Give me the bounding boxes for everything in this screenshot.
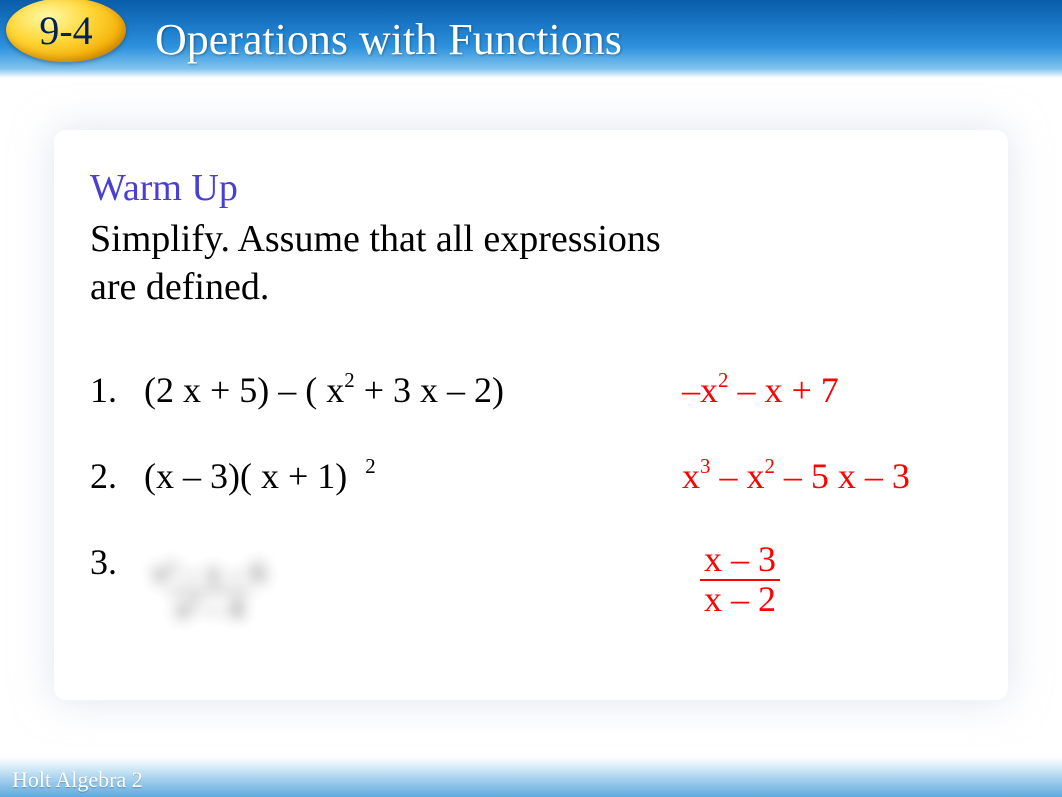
blurred-fraction-icon: x² – x – 6x² – 4 xyxy=(144,558,274,636)
instruction-line-1: Simplify. Assume that all expressions xyxy=(90,218,661,260)
instruction-line-2: are defined. xyxy=(90,266,269,308)
problem-number: 3. xyxy=(90,541,144,583)
problem-number: 2. xyxy=(90,455,144,497)
instruction-text: Simplify. Assume that all expressions ar… xyxy=(90,216,972,311)
problem-row-2: 2. (x – 3)( x + 1) 2 x3 – x2 – 5 x – 3 xyxy=(90,455,972,497)
problem-row-1: 1. (2 x + 5) – ( x2 + 3 x – 2) –x2 – x +… xyxy=(90,369,972,411)
section-number: 9-4 xyxy=(39,7,92,54)
content-card: Warm Up Simplify. Assume that all expres… xyxy=(54,130,1008,700)
slide-header: 9-4 Operations with Functions xyxy=(0,0,1062,78)
problem-answer: x3 – x2 – 5 x – 3 xyxy=(682,455,972,497)
warmup-heading: Warm Up xyxy=(90,166,972,210)
problem-number: 1. xyxy=(90,369,144,411)
slide-footer: Holt Algebra 2 xyxy=(0,757,1062,797)
section-badge: 9-4 xyxy=(6,0,126,62)
slide-title: Operations with Functions xyxy=(155,14,622,65)
problem-row-3: 3. x² – x – 6x² – 4 x – 3 x – 2 xyxy=(90,541,972,628)
problem-expression: (x – 3)( x + 1) 2 xyxy=(144,455,682,497)
problem-answer: x – 3 x – 2 xyxy=(682,541,972,619)
problem-expression: (2 x + 5) – ( x2 + 3 x – 2) xyxy=(144,369,682,411)
footer-text: Holt Algebra 2 xyxy=(12,767,143,793)
answer-fraction: x – 3 x – 2 xyxy=(700,541,780,619)
problem-answer: –x2 – x + 7 xyxy=(682,369,972,411)
problem-expression: x² – x – 6x² – 4 xyxy=(144,541,682,628)
